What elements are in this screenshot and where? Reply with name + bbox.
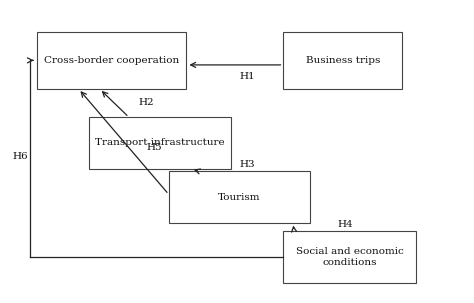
FancyBboxPatch shape [169,171,310,223]
Text: Cross-border cooperation: Cross-border cooperation [44,56,179,65]
Text: H5: H5 [147,143,163,152]
Text: Social and economic
conditions: Social and economic conditions [296,247,403,267]
FancyBboxPatch shape [90,117,230,168]
Text: Business trips: Business trips [306,56,380,65]
FancyBboxPatch shape [283,231,416,282]
Text: H1: H1 [239,72,255,81]
Text: Transport infrastructure: Transport infrastructure [95,138,225,148]
Text: Tourism: Tourism [218,193,261,201]
Text: H4: H4 [337,220,353,229]
Text: H2: H2 [138,98,154,107]
Text: H6: H6 [12,152,28,161]
FancyBboxPatch shape [36,32,186,89]
FancyBboxPatch shape [283,32,402,89]
Text: H3: H3 [239,160,255,169]
